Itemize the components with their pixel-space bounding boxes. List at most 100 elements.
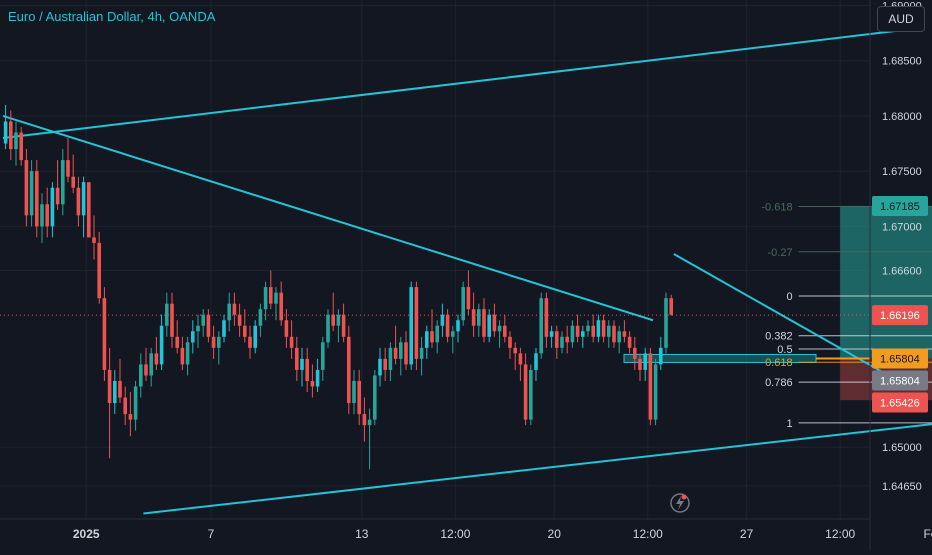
candle-body [258,309,263,326]
candle [102,287,107,381]
candle [388,342,393,381]
currency-button[interactable]: AUD [877,6,925,32]
candle-body [367,419,372,426]
time-tick-label: 12:00 [440,527,470,541]
price-label-bg [872,348,928,369]
candle [560,331,564,354]
trendline[interactable] [143,400,932,515]
price-label-text: 1.66196 [880,310,920,322]
candle-body [305,358,309,381]
time-tick-label: Feb [923,527,932,541]
price-label-text: 1.65804 [880,375,920,387]
candle [601,314,606,343]
candle-body [92,237,96,243]
candle-body [50,187,55,227]
candle [529,364,533,426]
trendline[interactable] [2,114,654,322]
candle [627,331,632,354]
candle-body [154,353,159,365]
candle [367,408,372,470]
time-tick-label: 20 [548,527,562,541]
candle-body [40,204,44,227]
candle-body [102,298,107,370]
candle-body [393,347,398,359]
candle [466,270,471,315]
candle [279,281,283,326]
candle [419,336,424,376]
candle [404,331,408,370]
candle [227,292,231,332]
time-tick-label: 2025 [73,527,100,541]
candle-body [321,342,325,370]
candle-body [529,369,533,420]
candle [513,342,517,370]
candle [399,336,403,376]
candle-body [388,347,393,370]
fib-level-label: 0.618 [765,357,793,369]
candle-body [201,314,205,326]
price-label-bg [872,305,928,326]
candle [617,325,621,354]
candle [24,149,29,227]
candle [211,325,216,359]
candle [352,369,356,415]
candle-body [45,204,49,227]
price-tick-label: 1.67000 [882,221,922,233]
candle [357,369,361,426]
candle-body [144,364,148,376]
candle [310,364,315,398]
candle-body [664,298,668,348]
candle-body [539,298,543,354]
candle-body [357,380,361,415]
candle [383,347,387,381]
candle [607,320,611,348]
candle-body [466,287,471,310]
candle [149,347,153,387]
candle [71,154,75,194]
candle [523,353,528,426]
trendline[interactable] [673,253,893,379]
candle [40,193,44,243]
target-zone [840,205,932,359]
candle [492,303,497,337]
candle [534,347,538,381]
price-tick-label: 1.67500 [882,166,922,178]
candle [591,314,595,343]
price-tick-label: 1.66600 [882,266,922,278]
candle-body [596,320,601,337]
candle [440,303,445,337]
candle [581,325,585,348]
candle [393,325,398,365]
candle [497,320,502,348]
fib-level-label: 0.382 [765,331,793,343]
trendlines[interactable] [2,26,932,515]
candle [664,292,668,354]
candle-body [591,325,595,337]
candle-body [35,171,39,227]
candle [196,314,200,348]
candle-body [300,358,304,370]
candle [175,320,179,354]
candle-body [461,287,465,321]
price-label: 1.65804 [872,348,928,369]
candle-body [211,336,216,348]
candle [518,347,523,381]
candle [144,347,148,381]
lightning-alert-icon[interactable] [670,493,690,513]
candle [284,309,289,348]
candle-body [581,331,585,337]
candle [487,309,491,343]
time-axis[interactable]: 2025 7 13 12:00 20 12:00 27 12:00 Feb [73,527,932,541]
candle [482,298,486,343]
candle [633,336,637,370]
candle [154,336,159,370]
trendline[interactable] [2,26,924,140]
candle-body [310,380,315,387]
candle-body [315,369,320,387]
candle [14,121,18,166]
candle [128,392,133,437]
candle-body [180,347,185,365]
